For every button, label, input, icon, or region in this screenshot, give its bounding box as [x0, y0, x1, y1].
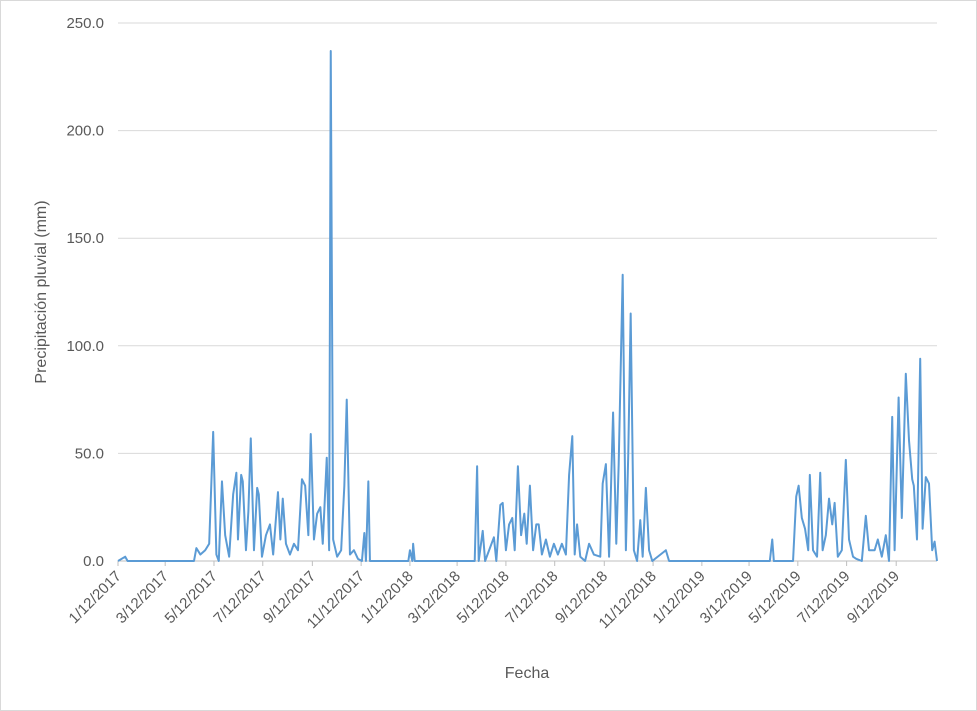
y-axis-title: Precipitación pluvial (mm) — [33, 200, 50, 383]
y-tick-label: 0.0 — [83, 553, 104, 570]
y-tick-label: 50.0 — [75, 445, 104, 462]
y-tick-label: 250.0 — [66, 15, 104, 32]
y-tick-label: 200.0 — [66, 123, 104, 140]
y-tick-label: 150.0 — [66, 230, 104, 247]
y-tick-label: 100.0 — [66, 338, 104, 355]
precipitation-line — [117, 49, 938, 562]
x-axis-title: Fecha — [505, 665, 550, 682]
